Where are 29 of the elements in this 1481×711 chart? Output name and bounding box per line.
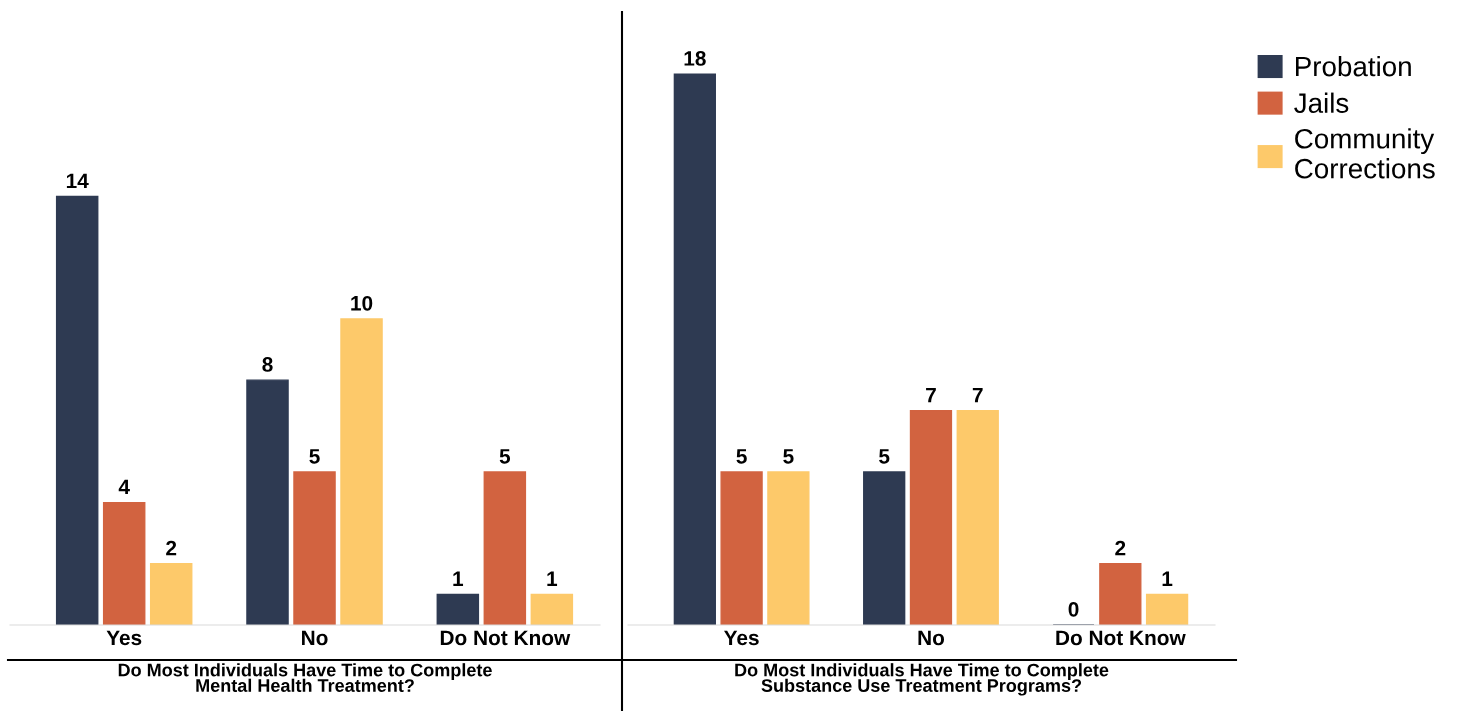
legend-label: Community Corrections [1295,128,1435,179]
data-label: 1 [453,571,464,586]
x-tick-label: Do Not Know [1056,630,1186,646]
data-label: 5 [783,449,794,464]
x-tick-label: No [302,630,328,646]
x-tick-label: Yes [724,630,759,646]
data-label: 1 [547,571,558,586]
data-label: 7 [926,387,936,403]
data-label: 2 [166,540,177,556]
data-label: 0 [1068,601,1079,617]
x-tick-label: Yes [106,630,142,646]
data-label: 18 [684,51,706,66]
data-label: 14 [66,173,89,189]
legend-label: Jails [1294,92,1349,113]
x-axis-title: Do Most Individuals Have Time to Complete Mental Health Treatment? [118,663,492,692]
data-label: 4 [118,479,130,495]
data-label: 10 [351,295,373,311]
data-label: 5 [879,449,890,464]
data-label: 8 [262,357,273,372]
x-axis-title: Do Most Individuals Have Time to Complete Substance Use Treatment Programs? [735,663,1109,696]
data-label: 5 [309,449,320,464]
x-tick-label: No [918,630,945,646]
data-label: 5 [499,449,511,464]
x-tick-label: Do Not Know [440,630,571,646]
data-label: 2 [1115,540,1126,556]
data-label: 5 [736,449,747,464]
data-label: 1 [1162,571,1173,586]
data-label: 7 [972,387,983,403]
legend-label: Probation [1296,55,1411,77]
